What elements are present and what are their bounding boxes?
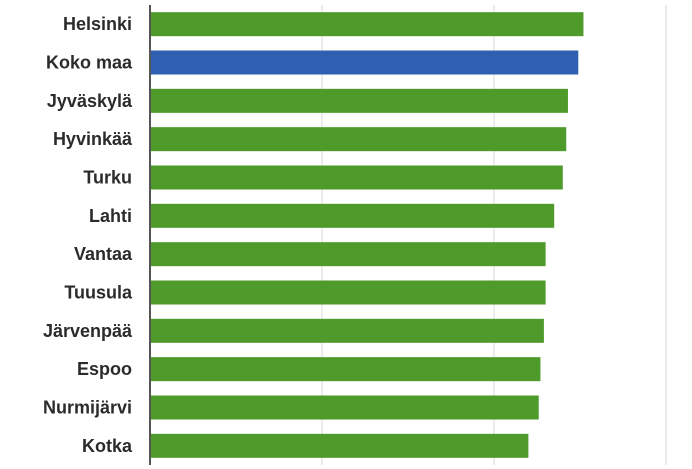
category-label: Nurmijärvi — [43, 398, 132, 418]
bar-koko-maa — [151, 50, 579, 75]
category-label: Kotka — [82, 436, 133, 456]
bar-tuusula — [151, 280, 546, 305]
bar-espoo — [151, 357, 541, 382]
category-label: Jyväskylä — [47, 91, 133, 111]
category-label: Hyvinkää — [53, 129, 133, 149]
bar-kotka — [151, 433, 529, 458]
bar-lahti — [151, 203, 555, 228]
bars — [151, 12, 584, 458]
bar-järvenpää — [151, 318, 544, 343]
category-label: Helsinki — [63, 14, 132, 34]
category-label: Koko maa — [46, 53, 133, 73]
bar-helsinki — [151, 12, 584, 37]
category-label: Vantaa — [74, 244, 133, 264]
category-label: Lahti — [89, 206, 132, 226]
category-label: Tuusula — [64, 283, 133, 303]
bar-vantaa — [151, 242, 546, 267]
gridlines — [321, 5, 667, 465]
bar-nurmijärvi — [151, 395, 539, 420]
bar-turku — [151, 165, 563, 190]
category-label: Turku — [83, 168, 132, 188]
bar-hyvinkää — [151, 127, 567, 152]
category-label: Espoo — [77, 359, 132, 379]
bar-jyväskylä — [151, 88, 568, 113]
category-label: Järvenpää — [43, 321, 133, 341]
category-labels: Helsinki Koko maa Jyväskylä Hyvinkää Turku La… — [43, 14, 133, 456]
